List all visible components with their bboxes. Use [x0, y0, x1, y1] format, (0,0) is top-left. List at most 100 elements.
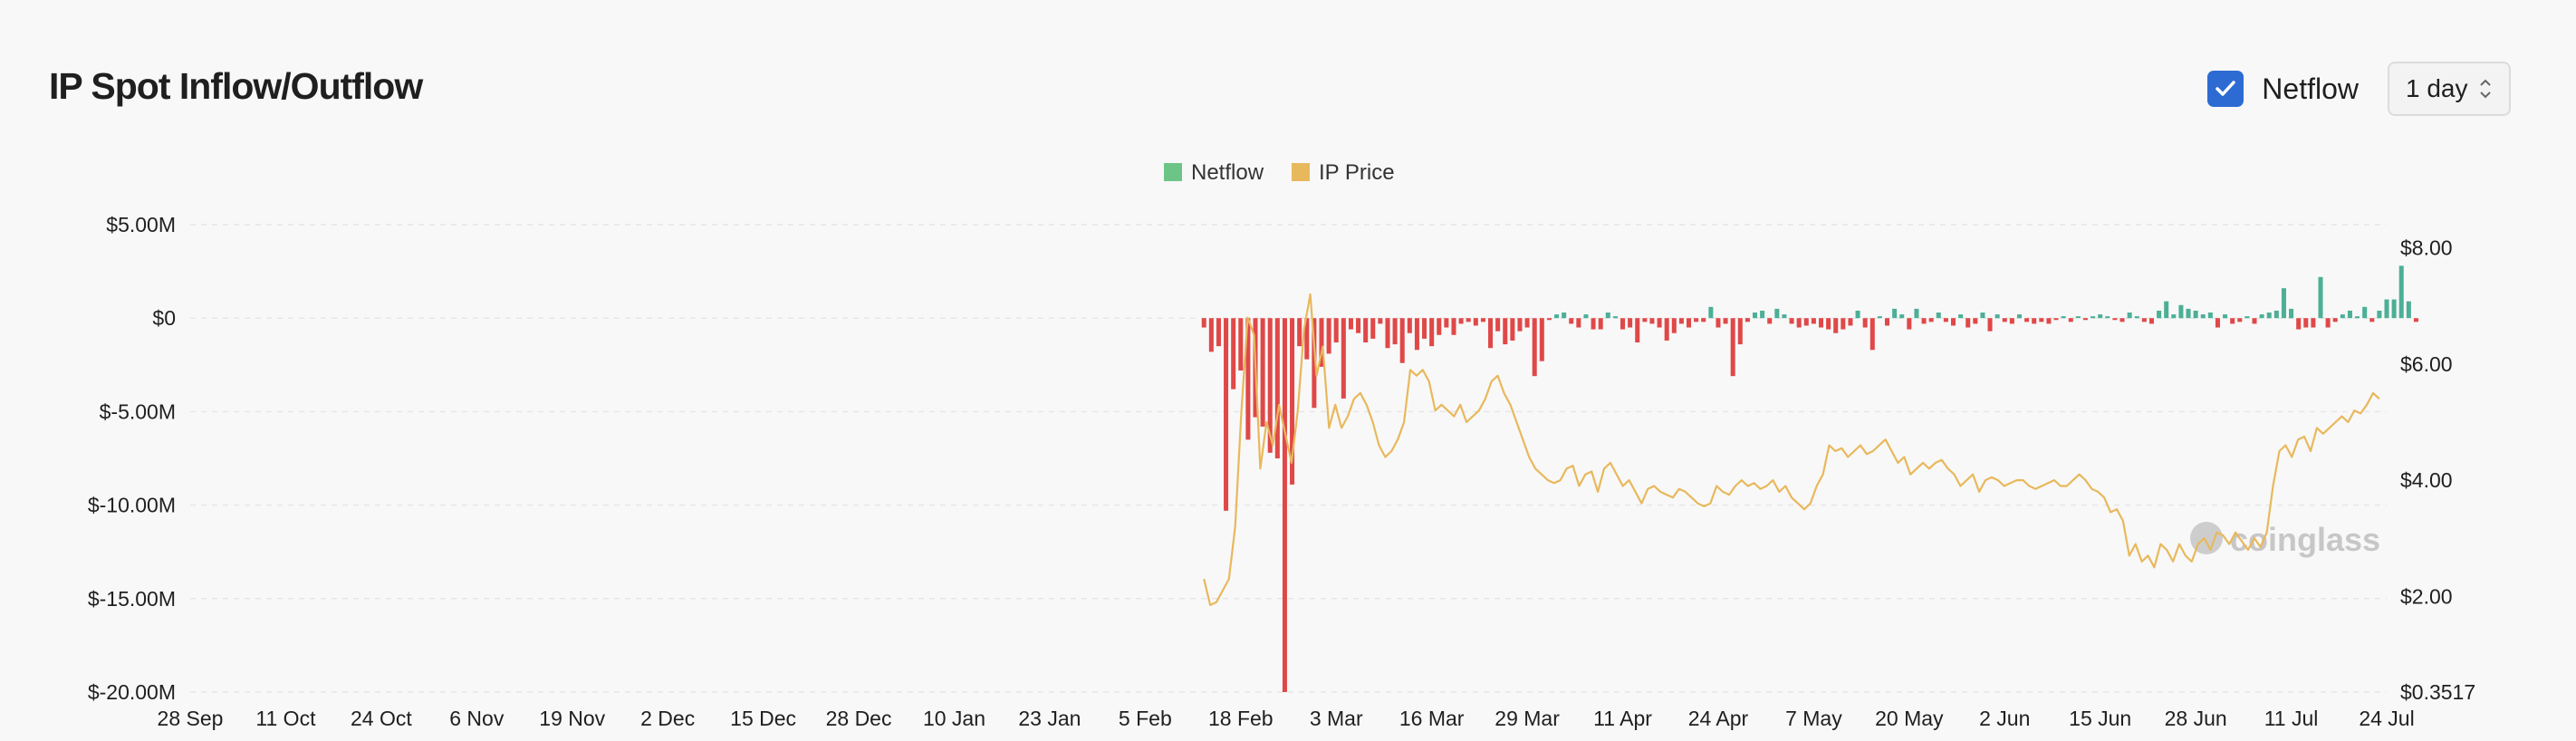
y-left-tick-label: $-20.00M [88, 680, 176, 704]
netflow-bar [1274, 318, 1280, 458]
netflow-bar [2098, 314, 2103, 319]
netflow-bar [1562, 313, 1567, 319]
netflow-bar [1503, 318, 1508, 345]
y-right-tick-label: $4.00 [2400, 468, 2453, 492]
netflow-bar [1914, 308, 1919, 319]
watermark: coinglass [2190, 521, 2380, 558]
netflow-bar [1216, 318, 1221, 347]
netflow-bar [2024, 318, 2030, 322]
x-tick-label: 28 Dec [826, 707, 892, 730]
netflow-bar [1569, 318, 1574, 324]
netflow-bar [2002, 318, 2007, 322]
interval-select[interactable]: 1 day [2388, 62, 2511, 116]
netflow-bar [1480, 318, 1485, 322]
x-tick-label: 2 Jun [1979, 707, 2030, 730]
netflow-bar [2355, 316, 2360, 319]
netflow-bar [2032, 318, 2037, 324]
netflow-bar [2347, 310, 2352, 319]
x-tick-label: 10 Jan [923, 707, 985, 730]
y-left-tick-label: $-5.00M [100, 399, 176, 423]
netflow-bar [1451, 318, 1456, 335]
netflow-bar [2134, 316, 2139, 319]
netflow-bar [1583, 314, 1589, 319]
netflow-bar [1333, 318, 1339, 343]
x-tick-label: 29 Mar [1495, 707, 1560, 730]
netflow-bar [2141, 318, 2147, 322]
netflow-bar [1282, 318, 1287, 692]
netflow-bar [1605, 313, 1610, 319]
netflow-bar [1936, 313, 1941, 319]
netflow-bar [1760, 310, 1765, 319]
netflow-bar [1290, 318, 1295, 485]
netflow-bar [1841, 318, 1846, 330]
netflow-bar [1488, 318, 1494, 349]
price-line [1203, 293, 2380, 606]
netflow-bar [1312, 318, 1317, 409]
netflow-bar [1510, 318, 1515, 341]
x-tick-label: 28 Sep [158, 707, 224, 730]
netflow-bar [1687, 318, 1692, 328]
netflow-bar [1966, 318, 1971, 328]
netflow-bar [1678, 318, 1684, 324]
netflow-bar [2311, 318, 2316, 328]
netflow-bar [2157, 310, 2162, 319]
netflow-bar [1899, 314, 1905, 319]
y-left-tick-label: $0 [152, 306, 176, 330]
netflow-bar [2384, 299, 2389, 319]
netflow-bar [2164, 301, 2169, 319]
netflow-bar [1782, 314, 1787, 319]
netflow-bar [2200, 314, 2206, 319]
netflow-bar [2244, 316, 2250, 319]
netflow-bar [1657, 318, 1662, 328]
netflow-bar [1363, 318, 1369, 343]
netflow-bar [1628, 318, 1633, 328]
x-tick-label: 3 Mar [1310, 707, 1363, 730]
netflow-bar [1862, 318, 1868, 328]
netflow-bar [2171, 314, 2177, 319]
x-tick-label: 24 Jul [2359, 707, 2414, 730]
y-right-tick-label: $2.00 [2400, 584, 2453, 608]
netflow-bar [1260, 318, 1265, 427]
netflow-bar [1664, 318, 1669, 341]
netflow-bar [1796, 318, 1802, 328]
netflow-bar [2413, 318, 2418, 322]
netflow-bar [1767, 318, 1773, 324]
netflow-bar [1635, 318, 1640, 343]
netflow-bar [2237, 318, 2243, 322]
legend-swatch-netflow [1164, 163, 1182, 181]
netflow-bar [1399, 318, 1405, 363]
netflow-bar [1238, 318, 1244, 370]
legend: Netflow IP Price [1164, 160, 1395, 185]
netflow-bar [1201, 318, 1206, 328]
netflow-bar [2186, 308, 2191, 319]
x-tick-label: 11 Oct [255, 707, 316, 730]
checkmark-icon [2216, 81, 2236, 96]
netflow-bar [1826, 318, 1831, 330]
netflow-bar [1671, 318, 1677, 333]
netflow-bar [1620, 318, 1626, 330]
netflow-bar [1598, 318, 1603, 330]
netflow-bar [1341, 318, 1346, 399]
x-tick-label: 2 Dec [640, 707, 695, 730]
netflow-bar [1576, 318, 1581, 328]
netflow-bar [1524, 318, 1530, 328]
netflow-bar [1737, 318, 1743, 345]
x-tick-label: 6 Nov [449, 707, 505, 730]
netflow-checkbox[interactable] [2207, 71, 2244, 107]
netflow-bar [1716, 318, 1721, 328]
netflow-bar [1554, 314, 1560, 319]
netflow-bar [1458, 318, 1464, 324]
netflow-bar [1437, 318, 1442, 335]
netflow-bar [2325, 318, 2331, 328]
netflow-bar [1546, 318, 1552, 321]
netflow-bar [1973, 318, 1978, 324]
netflow-bar [2266, 313, 2272, 319]
netflow-bar [1444, 318, 1449, 328]
netflow-bar [2377, 310, 2382, 319]
netflow-bar [1811, 318, 1816, 324]
netflow-bar [1245, 318, 1251, 440]
y-right-tick-label: $8.00 [2400, 236, 2453, 260]
netflow-bar [1870, 318, 1875, 351]
netflow-bar [1701, 318, 1706, 322]
